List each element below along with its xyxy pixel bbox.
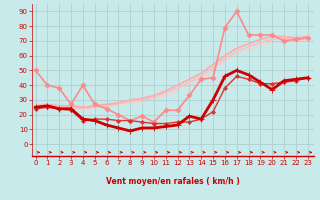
X-axis label: Vent moyen/en rafales ( km/h ): Vent moyen/en rafales ( km/h ): [106, 177, 240, 186]
